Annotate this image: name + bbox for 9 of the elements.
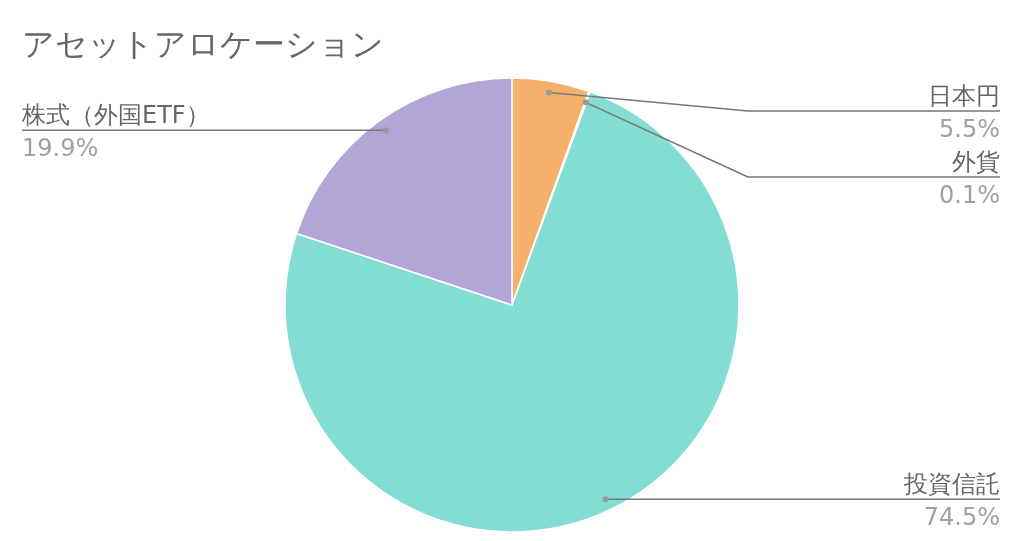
data-label: 0.1%	[939, 181, 1000, 209]
chart-title: アセットアロケーション	[22, 25, 384, 63]
slice-label: 日本円	[928, 82, 1000, 110]
data-label: 19.9%	[22, 134, 99, 163]
data-label: 5.5%	[939, 115, 1000, 143]
slice-label: 外貨	[952, 148, 1000, 176]
slice-label: 投資信託	[903, 470, 1000, 499]
slice-label: 株式（外国ETF）	[21, 101, 210, 130]
data-label: 74.5%	[923, 503, 1000, 532]
